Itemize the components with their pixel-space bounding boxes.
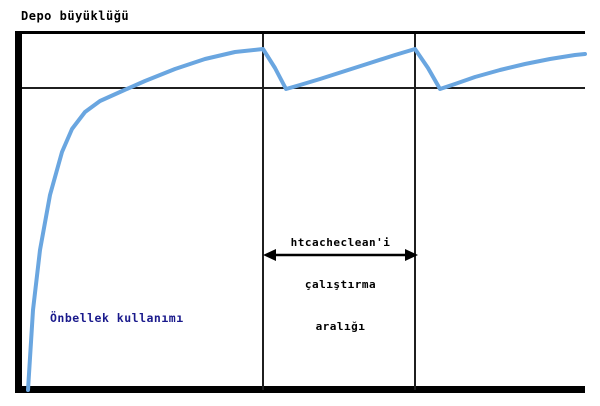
interval-arrow bbox=[263, 249, 418, 261]
gridline-vertical-run-2 bbox=[414, 34, 416, 390]
gridline-vertical-run-1 bbox=[262, 34, 264, 390]
interval-annotation-line-1: htcacheclean'i bbox=[290, 236, 391, 249]
repository-size-line bbox=[22, 31, 585, 34]
y-axis bbox=[15, 31, 22, 393]
cache-usage-label: Önbellek kullanımı bbox=[50, 311, 184, 325]
interval-annotation-line-2: çalıştırma bbox=[304, 278, 377, 291]
cache-usage-curve bbox=[26, 47, 587, 392]
interval-annotation-line-3: aralığı bbox=[315, 320, 366, 333]
gridline-horizontal bbox=[22, 87, 585, 89]
interval-arrow-head-left bbox=[263, 249, 276, 261]
interval-arrow-head-right bbox=[405, 249, 418, 261]
x-axis bbox=[15, 386, 585, 393]
repository-size-label: Depo büyüklüğü bbox=[21, 9, 130, 23]
interval-annotation: htcacheclean'i çalıştırma aralığı bbox=[263, 208, 418, 362]
